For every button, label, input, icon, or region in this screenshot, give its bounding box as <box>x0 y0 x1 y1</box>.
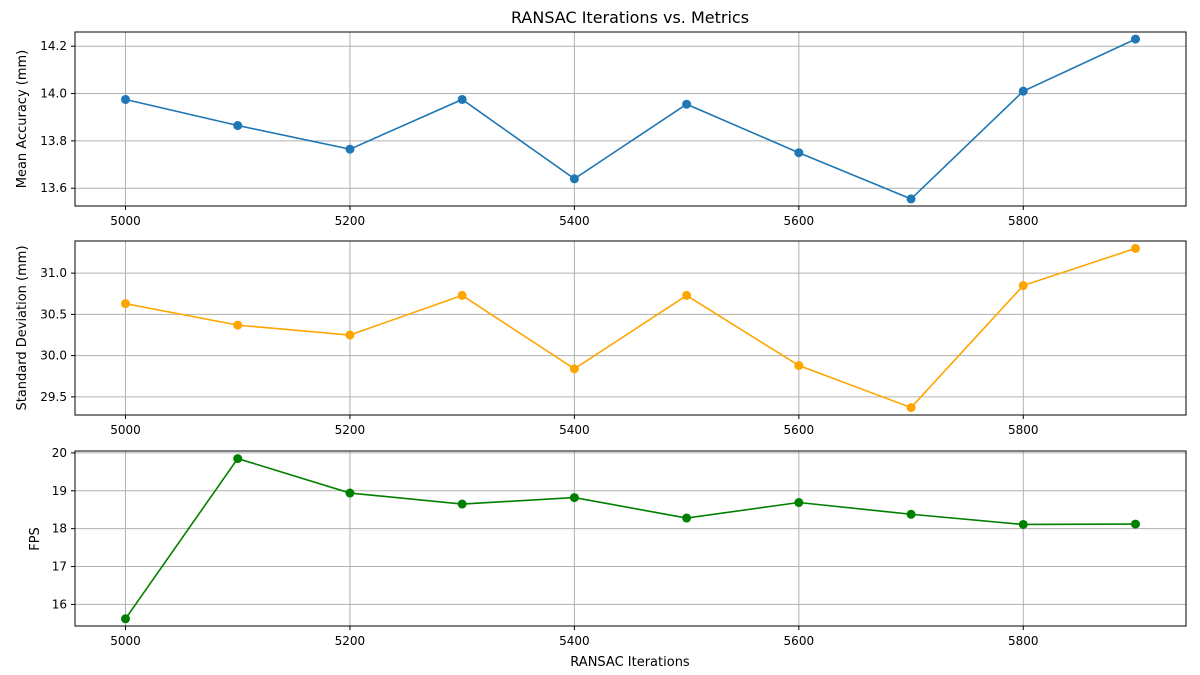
axes-frame <box>74 31 1187 207</box>
y-tick-label: 19 <box>52 484 67 498</box>
x-tick-label: 5400 <box>559 634 590 648</box>
data-point-fps <box>121 614 130 624</box>
data-point-fps <box>457 499 467 509</box>
chart-title: RANSAC Iterations vs. Metrics <box>511 8 749 27</box>
x-tick-label: 5600 <box>784 214 815 228</box>
data-point-std-dev <box>1131 243 1140 253</box>
x-tick-label: 5800 <box>1008 214 1039 228</box>
series-line-accuracy <box>125 38 1136 200</box>
data-point-fps <box>1131 519 1140 529</box>
data-point-fps <box>682 513 692 523</box>
x-tick-label: 5400 <box>559 214 590 228</box>
x-tick-label: 5400 <box>559 423 590 437</box>
data-point-std-dev <box>1018 281 1028 291</box>
data-point-std-dev <box>345 330 355 340</box>
data-point-accuracy <box>682 99 692 109</box>
data-point-accuracy <box>345 144 355 154</box>
y-tick-label: 20 <box>52 446 67 460</box>
y-tick-label: 16 <box>52 597 67 611</box>
x-tick-label: 5000 <box>110 634 141 648</box>
data-point-std-dev <box>457 290 467 300</box>
data-point-fps <box>569 493 579 503</box>
x-tick-label: 5600 <box>784 634 815 648</box>
y-tick-label: 31.0 <box>40 266 67 280</box>
x-tick-label: 5600 <box>784 423 815 437</box>
y-tick-label: 18 <box>52 522 67 536</box>
axes-frame <box>74 240 1187 416</box>
data-point-accuracy <box>457 94 467 104</box>
data-point-std-dev <box>794 361 804 371</box>
series-line-std-dev <box>125 247 1136 409</box>
y-tick-label: 13.8 <box>40 134 67 148</box>
axes-frame <box>74 450 1187 627</box>
y-tick-label: 14.2 <box>40 39 67 53</box>
y-axis-label-std-dev: Standard Deviation (mm) <box>15 245 30 410</box>
data-point-accuracy <box>569 174 579 184</box>
x-tick-label: 5800 <box>1008 423 1039 437</box>
y-axis-label-fps: FPS <box>28 527 43 551</box>
series-line-fps <box>124 457 1136 620</box>
data-point-accuracy <box>906 194 916 204</box>
y-tick-label: 13.6 <box>40 181 67 195</box>
y-tick-label: 30.0 <box>40 349 67 363</box>
data-point-accuracy <box>1018 86 1028 96</box>
data-point-fps <box>906 509 916 519</box>
data-point-std-dev <box>906 403 916 413</box>
x-tick-label: 5200 <box>335 214 366 228</box>
data-point-std-dev <box>682 290 692 300</box>
data-point-fps <box>1018 519 1028 529</box>
x-axis-label: RANSAC Iterations <box>570 655 690 670</box>
data-point-fps <box>345 488 355 498</box>
data-point-std-dev <box>569 364 579 374</box>
data-point-std-dev <box>233 320 243 330</box>
plots: 5000 5200 5400 5600 580013.613.814.014.25000… <box>40 31 1187 648</box>
data-point-fps <box>794 498 804 508</box>
subplot-std-dev: 5000 5200 5400 5600 5800 29.5 30.0 30.5 31.0 <box>40 240 1187 437</box>
data-point-fps <box>233 454 243 464</box>
y-tick-label: 14.0 <box>40 87 67 101</box>
y-tick-label: 17 <box>52 560 67 574</box>
x-tick-label: 5200 <box>335 423 366 437</box>
x-tick-label: 5800 <box>1008 634 1039 648</box>
y-axis-label-accuracy: Mean Accuracy (mm) <box>15 50 30 189</box>
data-point-accuracy <box>233 121 243 131</box>
x-tick-label: 5200 <box>335 634 366 648</box>
data-point-accuracy <box>1131 34 1140 44</box>
data-point-std-dev <box>121 299 130 309</box>
subplot-accuracy: 5000 5200 5400 5600 5800 13.6 13.8 14.0 14.2 <box>40 31 1187 228</box>
y-tick-label: 30.5 <box>40 307 67 321</box>
y-tick-label: 29.5 <box>40 390 67 404</box>
subplot-fps: 5000 5200 5400 5600 5800 16 17 18 19 20 <box>52 446 1187 648</box>
x-tick-label: 5000 <box>110 423 141 437</box>
data-point-accuracy <box>794 148 804 158</box>
x-tick-label: 5000 <box>110 214 141 228</box>
data-point-accuracy <box>121 94 130 104</box>
